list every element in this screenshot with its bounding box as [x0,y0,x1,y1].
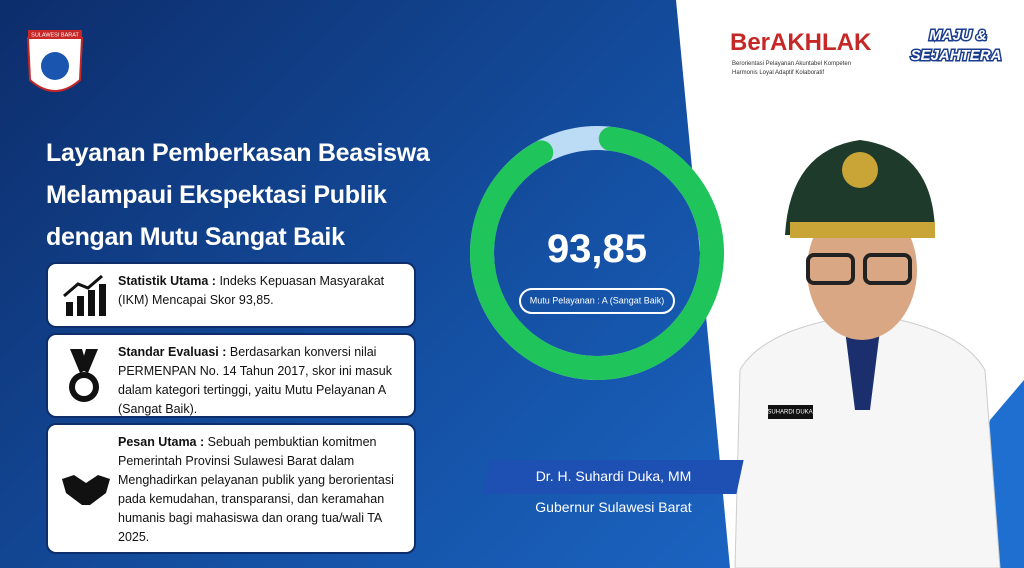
brand-tagline: Berorientasi Pelayanan Akuntabel Kompete… [732,61,851,67]
title-line: Layanan Pemberkasan Beasiswa [46,139,430,167]
card-text: Statistik Utama : Indeks Kepuasan Masyar… [118,272,408,310]
card: Standar Evaluasi : Berdasarkan konversi … [46,333,416,418]
person-name: Dr. H. Suhardi Duka, MM [535,468,692,484]
gauge-arc [470,126,724,380]
card-label: Pesan Utama : [118,435,205,449]
gauge-pill [519,288,675,314]
brand-name: BerAKHLAK [730,29,872,56]
icon-medal [69,349,99,402]
logo-ribbon [28,30,82,39]
icon-handshake [62,475,110,505]
title-line: Melampaui Ekspektasi Publik [46,181,387,209]
card: Pesan Utama : Sebuah pembuktian komitmen… [46,423,416,554]
brand-tagline: Harmonis Loyal Adaptif Kolaboratif [732,70,824,76]
person-role: Gubernur Sulawesi Barat [535,499,692,515]
cap-band [790,222,935,238]
card: Statistik Utama : Indeks Kepuasan Masyar… [46,262,416,328]
tie [845,330,880,410]
logo-text: SULAWESI BARAT [31,32,79,38]
card-body: Sebuah pembuktian komitmen Pemerintah Pr… [118,435,394,544]
slogan: SEJAHTERA [911,47,1002,64]
card-body: Indeks Kepuasan Masyarakat (IKM) Mencapa… [118,274,385,307]
card-text: Standar Evaluasi : Berdasarkan konversi … [118,343,408,419]
title: Layanan Pemberkasan Beasiswa Melampaui E… [46,132,430,258]
cap-emblem [842,152,878,188]
gauge-value: 93,85 [547,227,647,271]
icon-chart [63,274,106,316]
name-tag [768,405,813,419]
logo-emblem [41,52,69,80]
card-label: Standar Evaluasi : [118,345,227,359]
glasses [863,253,912,285]
name-tag-text: SUHARDI DUKA [767,410,812,416]
title-line: dengan Mutu Sangat Baik [46,223,345,251]
card-text: Pesan Utama : Sebuah pembuktian komitmen… [118,433,408,547]
gauge-caption: Mutu Pelayanan : A (Sangat Baik) [530,295,665,305]
slogan: MAJU & [929,27,987,44]
card-label: Statistik Utama : [118,274,216,288]
glasses [806,253,855,285]
card-body: Berdasarkan konversi nilai PERMENPAN No.… [118,345,392,416]
